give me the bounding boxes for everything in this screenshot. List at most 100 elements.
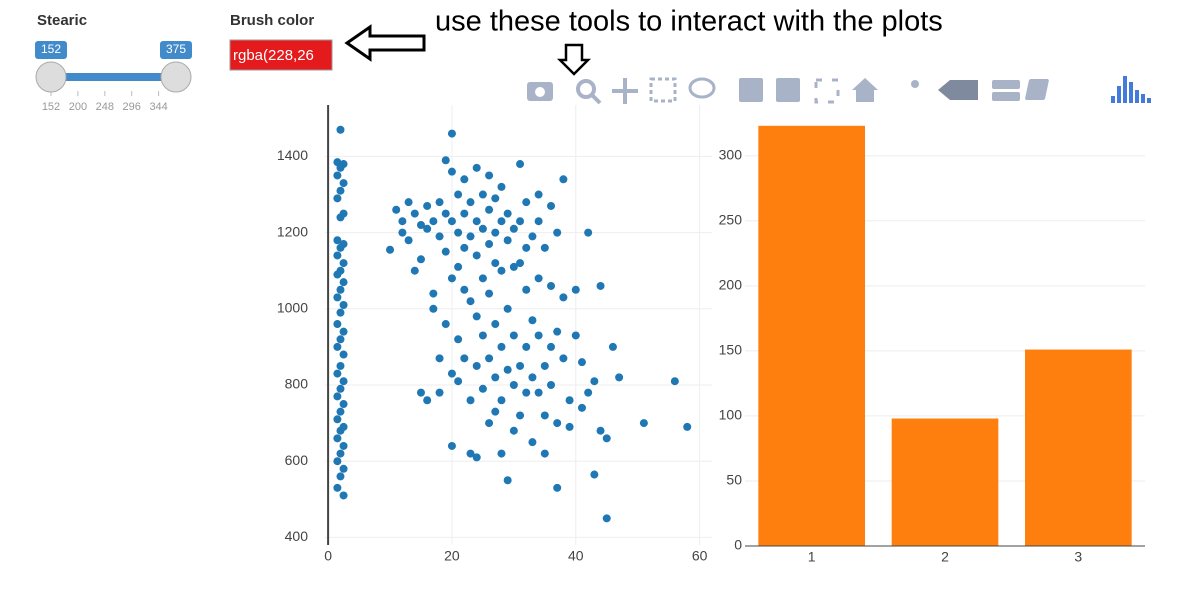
point: [522, 342, 531, 351]
y-tick-label: 1400: [277, 147, 308, 163]
point: [491, 320, 500, 329]
slider-value: 152: [41, 42, 61, 56]
point: [516, 411, 525, 420]
slider-tick-label: 296: [123, 101, 141, 113]
point: [441, 320, 450, 329]
point: [478, 274, 487, 283]
point: [416, 388, 425, 397]
y-tick-label: 200: [719, 277, 743, 293]
color-input[interactable]: [229, 39, 333, 71]
zoom-in-icon[interactable]: [739, 78, 763, 102]
point: [472, 251, 481, 260]
point: [447, 274, 456, 283]
color-label: Brush color: [230, 12, 314, 29]
point: [435, 232, 444, 241]
point: [503, 476, 512, 485]
point: [423, 224, 432, 233]
lasso-icon[interactable]: [688, 77, 716, 99]
point: [336, 308, 345, 317]
left-arrow: [344, 24, 426, 62]
y-tick-label: 50: [726, 472, 742, 488]
point: [466, 232, 475, 241]
slider-value-box: [160, 41, 192, 59]
point: [339, 464, 348, 473]
point: [336, 384, 345, 393]
point: [472, 217, 481, 226]
point: [336, 163, 345, 172]
point: [584, 388, 593, 397]
point: [534, 331, 543, 340]
doc-icon[interactable]: [1025, 79, 1049, 100]
point: [447, 167, 456, 176]
point: [339, 301, 348, 309]
point: [333, 194, 342, 203]
point: [454, 262, 463, 271]
box-select-icon[interactable]: [649, 77, 677, 103]
point: [516, 160, 525, 169]
point: [522, 198, 531, 207]
x-tick-label: 3: [1074, 549, 1082, 565]
point: [336, 407, 345, 416]
point: [472, 453, 481, 462]
point: [333, 236, 342, 245]
point: [509, 262, 518, 271]
point: [339, 327, 348, 336]
point: [336, 426, 345, 435]
pan-icon[interactable]: [612, 78, 638, 104]
point: [336, 449, 345, 458]
point: [466, 396, 475, 405]
point: [447, 217, 456, 226]
point: [534, 274, 543, 283]
zoom-out-icon[interactable]: [776, 78, 800, 102]
down-arrow: [556, 43, 592, 76]
slider-handle[interactable]: [35, 61, 67, 93]
home-icon[interactable]: [852, 78, 878, 102]
point: [398, 228, 407, 237]
x-tick-label: 60: [692, 548, 708, 564]
point: [392, 205, 401, 214]
autoscale-icon[interactable]: [814, 78, 840, 104]
point: [336, 243, 345, 252]
point: [491, 407, 500, 416]
point: [454, 228, 463, 237]
point: [608, 342, 617, 351]
point: [602, 434, 611, 443]
bar: [1025, 349, 1132, 546]
plotly-logo[interactable]: [1111, 76, 1151, 103]
spike-icon[interactable]: [911, 80, 919, 88]
point: [386, 245, 395, 254]
point: [441, 247, 450, 256]
hover-closest-icon[interactable]: [938, 80, 978, 100]
point: [571, 331, 580, 340]
hover-compare-icon[interactable]: [992, 80, 1020, 89]
slider-value-box: [35, 41, 67, 59]
point: [596, 281, 605, 290]
point: [460, 175, 469, 184]
point: [577, 358, 586, 367]
point: [516, 217, 525, 226]
point: [534, 388, 543, 397]
color-value: rgba(228,26: [233, 47, 314, 64]
point: [503, 365, 512, 374]
point: [670, 377, 679, 386]
point: [491, 259, 500, 268]
point: [491, 194, 500, 203]
point: [540, 449, 549, 458]
point: [485, 171, 494, 180]
point: [478, 224, 487, 233]
point: [336, 186, 345, 195]
point: [553, 228, 562, 237]
point: [339, 350, 348, 359]
point: [435, 354, 444, 363]
point: [497, 342, 506, 351]
slider-handle[interactable]: [160, 61, 192, 93]
point: [528, 316, 537, 325]
point: [485, 240, 494, 249]
camera-lens: [535, 87, 545, 97]
point: [410, 209, 419, 218]
y-tick-label: 150: [719, 342, 743, 358]
point: [423, 396, 432, 405]
slider-value: 375: [166, 42, 186, 56]
zoom-icon[interactable]: [576, 79, 596, 99]
slider-tick-label: 152: [42, 101, 60, 113]
